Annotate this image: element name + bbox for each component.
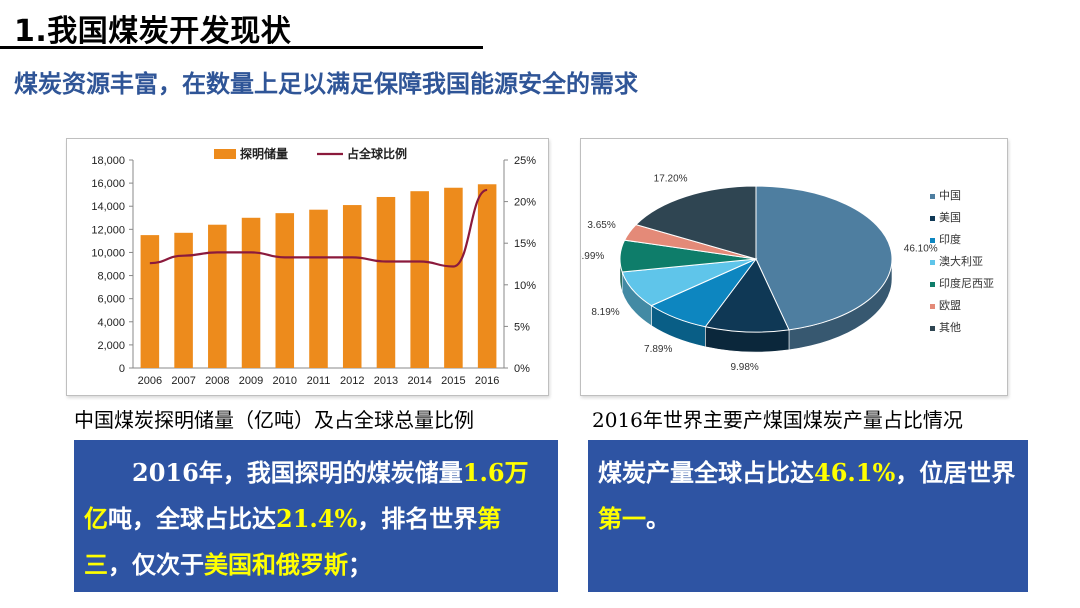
- legend-swatch: [930, 282, 935, 287]
- bar: [477, 184, 497, 368]
- note-text: 2016年，我国探明的煤炭储量: [132, 458, 463, 487]
- pie-slice-label: 9.98%: [730, 362, 758, 373]
- right-tick-label: 10%: [514, 280, 536, 292]
- bar: [174, 232, 193, 368]
- reserves-chart-caption: 中国煤炭探明储量（亿吨）及占全球总量比例: [74, 408, 474, 432]
- note-highlight: 21.4%: [276, 504, 358, 533]
- legend-swatch: [930, 260, 935, 265]
- note-text: ，位居世界: [895, 458, 1016, 487]
- legend-swatch: [930, 304, 935, 309]
- note-text: ，排名世界: [357, 504, 478, 533]
- x-tick-label: 2014: [407, 375, 431, 387]
- page-title: 1.我国煤炭开发现状: [14, 14, 292, 49]
- legend-swatch: [930, 216, 935, 221]
- legend-label: 其他: [939, 321, 961, 334]
- legend-swatch: [930, 194, 935, 199]
- x-tick-label: 2006: [138, 375, 162, 387]
- legend-label: 印度: [939, 232, 961, 246]
- bar: [140, 235, 160, 368]
- bar: [342, 205, 362, 368]
- bar: [309, 209, 328, 368]
- left-tick-label: 6,000: [97, 294, 125, 306]
- note-text: ；: [348, 550, 372, 579]
- x-tick-label: 2013: [374, 375, 398, 387]
- legend-label: 中国: [939, 189, 961, 202]
- bar: [241, 217, 261, 368]
- x-tick-label: 2010: [273, 375, 297, 387]
- note-highlight: 46.1%: [814, 458, 896, 487]
- note-highlight: 第一: [598, 504, 646, 533]
- production-pie-chart: 46.10% 9.98% 7.89% 8.19% 6.99% 3.65% 17.20% 中国美…: [576, 174, 994, 373]
- left-tick-label: 16,000: [91, 178, 125, 190]
- production-summary-box: 煤炭产量全球占比达46.1%，位居世界第一。: [588, 440, 1028, 592]
- right-tick-label: 25%: [514, 155, 536, 167]
- bar: [410, 191, 429, 368]
- note-text: 。: [646, 504, 670, 533]
- note-highlight: 美国和俄罗斯: [204, 550, 348, 579]
- legend-label: 印度尼西亚: [939, 276, 994, 290]
- bar: [376, 196, 396, 368]
- right-tick-label: 15%: [514, 238, 536, 250]
- x-tick-label: 2011: [307, 375, 331, 387]
- x-tick-label: 2007: [171, 375, 195, 387]
- pie-slice: [704, 258, 790, 333]
- left-tick-label: 10,000: [91, 247, 125, 259]
- legend-label: 美国: [939, 211, 961, 224]
- page-subtitle: 煤炭资源丰富，在数量上足以满足保障我国能源安全的需求: [14, 70, 638, 98]
- note-text: 吨，全球占比达: [108, 504, 276, 533]
- legend-swatch-bar: [214, 149, 236, 159]
- legend-label: 占全球比例: [347, 146, 407, 161]
- note-highlight: 第三: [84, 504, 502, 579]
- note-highlight: 1.6万亿: [84, 458, 529, 533]
- bar: [208, 224, 227, 368]
- pie-slice: [755, 185, 893, 331]
- legend-swatch: [930, 238, 935, 243]
- x-tick-label: 2012: [340, 375, 364, 387]
- right-tick-label: 5%: [514, 321, 530, 333]
- right-tick-label: 20%: [514, 197, 536, 209]
- pie-slice-label: 3.65%: [587, 220, 615, 231]
- x-tick-label: 2008: [205, 375, 229, 387]
- legend-label: 澳大利亚: [939, 254, 983, 268]
- left-tick-label: 14,000: [91, 201, 125, 213]
- legend-label: 欧盟: [939, 299, 961, 312]
- pie-chart-caption: 2016年世界主要产煤国煤炭产量占比情况: [592, 408, 963, 432]
- pie-slice-label: 17.20%: [654, 174, 688, 185]
- pie-slice-label: 7.89%: [644, 344, 672, 355]
- pie-slice: [635, 185, 757, 260]
- pie-slice-label: 8.19%: [591, 307, 619, 318]
- legend-swatch: [930, 326, 935, 331]
- x-tick-label: 2009: [239, 375, 263, 387]
- left-tick-label: 18,000: [91, 155, 125, 167]
- bar: [275, 213, 295, 368]
- pie-slice-label: 6.99%: [581, 251, 604, 262]
- note-text: ，仅次于: [108, 550, 204, 579]
- right-tick-label: 0%: [514, 363, 530, 375]
- note-text: 煤炭产量全球占比达: [598, 458, 814, 487]
- share-line: [149, 188, 488, 268]
- reserves-chart: 0 2,000 4,000 6,000 8,000 10,000 12,000 14,000 1…: [91, 146, 536, 387]
- production-pie-panel: 46.10% 9.98% 7.89% 8.19% 6.99% 3.65% 17.20% 中国美…: [576, 138, 1008, 396]
- x-tick-label: 2015: [441, 375, 465, 387]
- bar: [444, 187, 463, 368]
- reserves-summary-box: 2016年，我国探明的煤炭储量1.6万亿吨，全球占比达21.4%，排名世界第三，…: [74, 440, 558, 592]
- reserves-chart-panel: 0 2,000 4,000 6,000 8,000 10,000 12,000 14,000 1…: [66, 138, 549, 396]
- left-tick-label: 0: [119, 363, 125, 375]
- pie-slice-label: 46.10%: [904, 243, 938, 254]
- title-underline: [0, 46, 483, 49]
- left-tick-label: 8,000: [97, 271, 125, 283]
- left-tick-label: 2,000: [97, 340, 125, 352]
- x-tick-label: 2016: [475, 375, 499, 387]
- legend-label: 探明储量: [240, 146, 288, 161]
- left-tick-label: 12,000: [91, 224, 125, 236]
- left-tick-label: 4,000: [97, 317, 125, 329]
